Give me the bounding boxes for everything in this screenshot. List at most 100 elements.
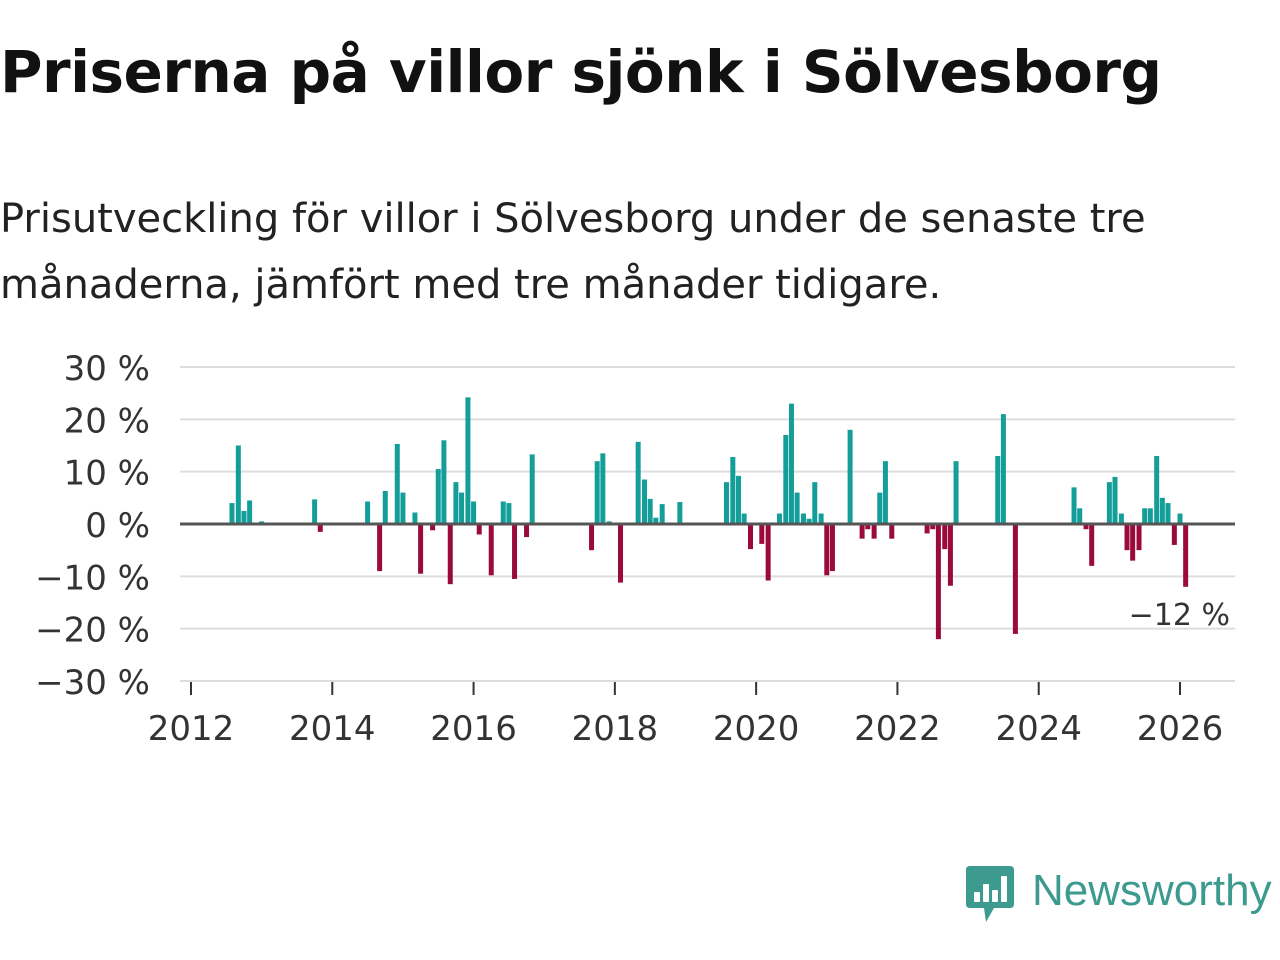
y-tick-label: 20 %	[64, 401, 150, 441]
bar	[759, 524, 765, 544]
bar	[471, 501, 477, 524]
bar	[647, 498, 653, 524]
newsworthy-logo-icon	[966, 866, 1014, 922]
bar	[794, 492, 800, 524]
bar	[1130, 524, 1136, 561]
x-tick-label: 2022	[854, 709, 941, 749]
bar	[1154, 455, 1160, 524]
bar	[412, 512, 418, 524]
y-tick-label: −20 %	[35, 611, 150, 651]
bar	[735, 475, 741, 524]
bar	[1124, 524, 1130, 551]
bar	[476, 524, 482, 535]
bar	[889, 524, 895, 539]
bar	[594, 461, 600, 524]
bar	[1000, 414, 1006, 524]
bar	[776, 513, 782, 524]
bar	[488, 524, 494, 576]
y-tick-label: −30 %	[35, 663, 150, 703]
bar	[312, 499, 318, 524]
newsworthy-logo: Newsworthy	[964, 864, 1280, 928]
bar	[942, 524, 948, 550]
bar	[377, 524, 383, 572]
bar	[800, 513, 806, 524]
bar	[1012, 524, 1018, 634]
bar	[447, 524, 453, 585]
bar	[465, 397, 471, 524]
bar	[1142, 508, 1148, 524]
bar	[1071, 487, 1077, 524]
bar	[1165, 503, 1171, 524]
bar	[394, 443, 400, 524]
bar	[430, 524, 436, 531]
x-tick-label: 2020	[713, 709, 800, 749]
bar	[1147, 508, 1153, 524]
bar	[247, 500, 253, 524]
bar	[859, 524, 865, 539]
bar	[1118, 513, 1124, 524]
bar	[824, 524, 830, 576]
bar	[635, 441, 641, 524]
bar	[512, 524, 518, 579]
bar	[871, 524, 877, 539]
bar	[659, 504, 665, 524]
x-tick-label: 2024	[995, 709, 1082, 749]
bar	[459, 492, 465, 524]
bar	[1177, 513, 1183, 524]
bar	[441, 440, 447, 524]
bar	[589, 524, 595, 551]
bar	[1077, 508, 1083, 524]
y-tick-label: −10 %	[35, 558, 150, 598]
bar	[818, 513, 824, 524]
bar	[529, 454, 535, 524]
bar	[365, 501, 371, 524]
brand-name: Newsworthy	[1032, 866, 1272, 915]
bar	[400, 492, 406, 524]
chart-subtitle: Prisutveckling för villor i Sölvesborg u…	[0, 196, 1146, 308]
bar	[995, 455, 1001, 524]
bar	[924, 524, 930, 534]
bar	[241, 510, 247, 524]
bar	[877, 492, 883, 524]
bar	[788, 403, 794, 524]
bar	[1171, 524, 1177, 545]
bar	[747, 524, 753, 550]
bar	[418, 524, 424, 574]
bar	[1089, 524, 1095, 566]
bar	[741, 513, 747, 524]
bar-chart: 30 % 20 % 10 % 0 % −10 % −20 % −30 % 2012 2014 20…	[35, 349, 1235, 749]
bar	[642, 479, 648, 524]
bar	[865, 524, 871, 530]
bar	[930, 524, 936, 530]
bar	[600, 453, 606, 524]
bar	[730, 457, 736, 524]
y-tick-label: 10 %	[64, 454, 150, 494]
bar	[235, 445, 241, 524]
y-tick-label: 0 %	[85, 506, 150, 546]
bar	[677, 502, 683, 524]
bar	[812, 482, 818, 524]
bar	[935, 524, 941, 640]
chart-title: Priserna på villor sjönk i Sölvesborg	[0, 38, 1162, 106]
bar	[382, 491, 388, 524]
x-tick-label: 2018	[572, 709, 659, 749]
latest-value-label: −12 %	[1129, 598, 1230, 633]
bar	[723, 482, 729, 524]
bar	[947, 524, 953, 586]
bar	[653, 517, 659, 524]
bar	[229, 503, 235, 524]
bar	[1106, 482, 1112, 524]
bar	[453, 482, 459, 524]
bar	[317, 524, 323, 532]
bar	[1159, 497, 1165, 524]
bar	[882, 461, 888, 524]
y-tick-label: 30 %	[64, 349, 150, 389]
bar	[847, 429, 853, 524]
bar	[435, 469, 441, 524]
bar	[1083, 524, 1089, 530]
bar	[1183, 524, 1189, 587]
bar	[829, 524, 835, 572]
bar	[1112, 476, 1118, 524]
bar	[506, 503, 512, 524]
bar	[500, 501, 506, 524]
